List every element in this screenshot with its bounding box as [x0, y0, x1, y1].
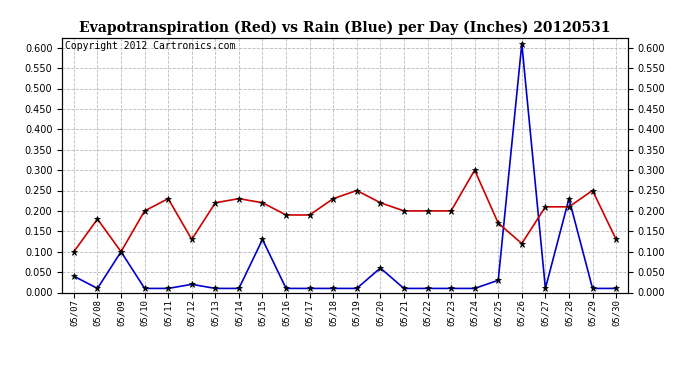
Text: Copyright 2012 Cartronics.com: Copyright 2012 Cartronics.com: [65, 41, 235, 51]
Title: Evapotranspiration (Red) vs Rain (Blue) per Day (Inches) 20120531: Evapotranspiration (Red) vs Rain (Blue) …: [79, 21, 611, 35]
